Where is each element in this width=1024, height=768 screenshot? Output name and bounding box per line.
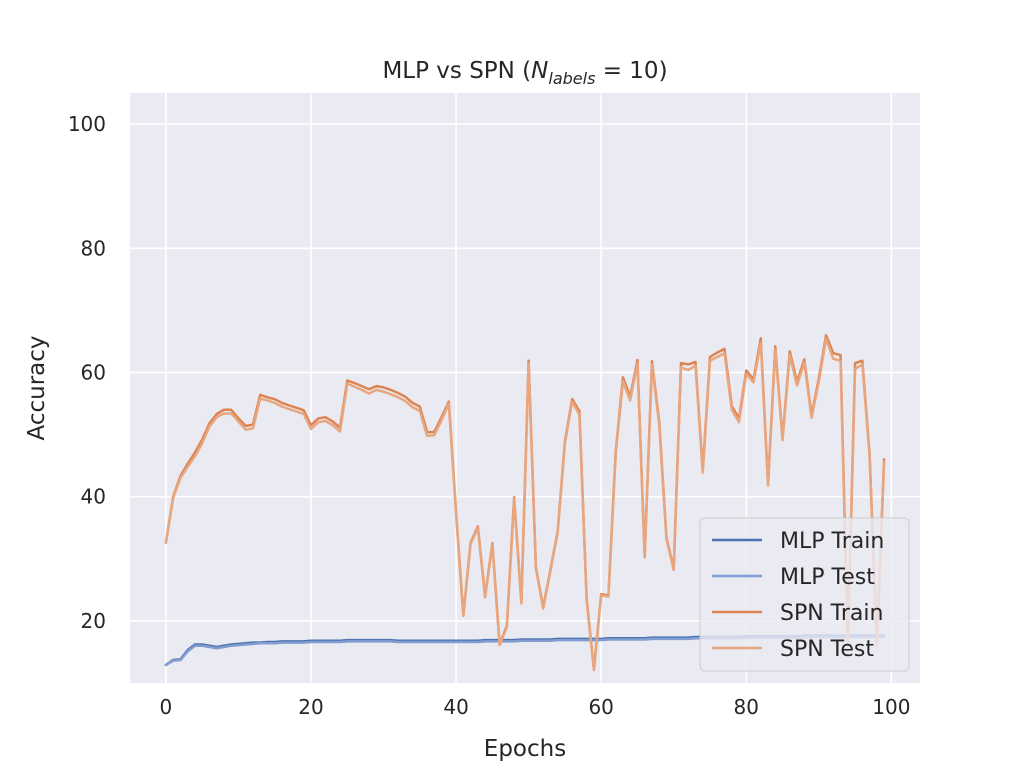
x-tick-label: 20	[298, 695, 323, 719]
x-tick-label: 80	[734, 695, 759, 719]
legend: MLP Train MLP Test SPN Train SPN Test	[699, 517, 910, 672]
chart-title: MLP vs SPN (Nlabels = 10)	[382, 58, 667, 88]
y-tick-label: 100	[68, 112, 106, 136]
x-axis-label: Epochs	[484, 736, 566, 762]
x-tick-label: 40	[443, 695, 468, 719]
y-tick-label: 40	[81, 485, 106, 509]
legend-label-mlp-test: MLP Test	[780, 565, 875, 590]
x-tick-label: 100	[872, 695, 910, 719]
series-line-spn-test	[164, 337, 886, 672]
legend-label-spn-train: SPN Train	[780, 601, 883, 626]
legend-box	[699, 517, 910, 672]
y-axis-label: Accuracy	[24, 335, 50, 440]
y-tick-label: 60	[81, 360, 106, 384]
y-tick-label: 80	[81, 236, 106, 260]
x-tick-label: 60	[588, 695, 613, 719]
tick-labels: 0 20 40 60 80 100 20 40 60 80 100	[68, 112, 911, 719]
y-tick-label: 20	[81, 609, 106, 633]
gridlines	[130, 93, 920, 683]
x-tick-label: 0	[160, 695, 173, 719]
legend-label-mlp-train: MLP Train	[780, 529, 884, 554]
legend-label-spn-test: SPN Test	[780, 637, 874, 662]
